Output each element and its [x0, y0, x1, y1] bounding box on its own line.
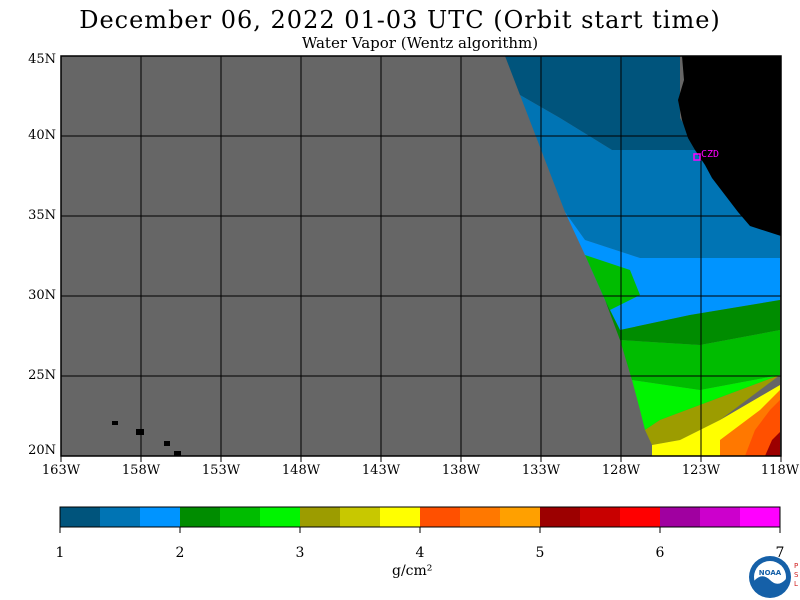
colorbar-swatch: [60, 507, 101, 527]
noaa-logo-text: NOAA: [759, 569, 782, 577]
lat-label: 30N: [28, 288, 56, 303]
lon-label: 138W: [441, 463, 481, 478]
colorbar-swatch: [660, 507, 701, 527]
lat-label: 40N: [28, 128, 56, 143]
colorbar-tick-label: 6: [655, 545, 665, 561]
lat-label: 45N: [28, 52, 56, 67]
colorbar-tick-label: 2: [175, 545, 185, 561]
swath-band-dark-green: [605, 300, 780, 345]
swath-band-green: [620, 330, 780, 390]
lon-label: 148W: [281, 463, 321, 478]
colorbar-swatch: [300, 507, 341, 527]
lat-label: 20N: [28, 443, 56, 458]
colorbar-swatch: [420, 507, 461, 527]
colorbar-swatch: [180, 507, 221, 527]
colorbar-swatch: [540, 507, 581, 527]
colorbar-unit: g/cm²: [392, 563, 433, 579]
islands: [112, 421, 181, 456]
colorbar-tick-label: 3: [295, 545, 305, 561]
colorbar-swatch: [380, 507, 421, 527]
station-label: CZD: [701, 149, 719, 160]
swath-band-dark-red: [765, 432, 780, 456]
colorbar-swatch: [220, 507, 261, 527]
colorbar-ticks: [59, 527, 781, 533]
colorbar-swatch: [500, 507, 541, 527]
map-border: [60, 55, 782, 457]
colorbar-tick-label: 1: [55, 545, 65, 561]
colorbar-swatch: [700, 507, 741, 527]
colorbar-swatch: [260, 507, 301, 527]
swath-band-olive: [645, 375, 780, 445]
lon-label: 128W: [601, 463, 641, 478]
lon-label: 133W: [521, 463, 561, 478]
colorbar-swatch: [140, 507, 181, 527]
colorbar-swatch: [340, 507, 381, 527]
swath-band-dark-blue: [505, 56, 700, 150]
colorbar-swatch: [100, 507, 141, 527]
colorbar: [60, 507, 781, 527]
lon-label: 143W: [361, 463, 401, 478]
page-title: December 06, 2022 01-03 UTC (Orbit start…: [79, 6, 721, 34]
land-west-coast: [678, 56, 781, 236]
map-grid: [61, 56, 781, 456]
colorbar-swatch: [580, 507, 621, 527]
colorbar-swatch: [620, 507, 661, 527]
colorbar-tick-label: 5: [535, 545, 545, 561]
lat-label: 35N: [28, 208, 56, 223]
swath-band-bright-green: [632, 375, 780, 430]
lon-ticks: [60, 456, 782, 462]
colorbar-tick-label: 4: [415, 545, 425, 561]
lon-label: 123W: [681, 463, 721, 478]
lon-label: 118W: [760, 463, 800, 478]
lat-label: 25N: [28, 368, 56, 383]
colorbar-swatch: [740, 507, 781, 527]
colorbar-swatch: [460, 507, 501, 527]
lon-label: 163W: [41, 463, 81, 478]
noaa-logo: NOAA: [749, 556, 791, 598]
lon-label: 158W: [121, 463, 161, 478]
station-marker: [693, 153, 701, 161]
page-subtitle: Water Vapor (Wentz algorithm): [301, 34, 539, 52]
colorbar-tick-label: 7: [775, 545, 785, 561]
lon-label: 153W: [201, 463, 241, 478]
